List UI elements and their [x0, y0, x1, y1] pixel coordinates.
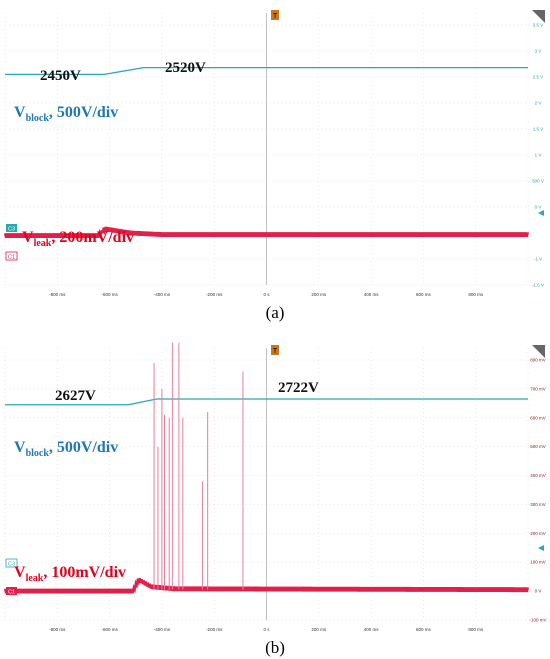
right-tick-label: 700 mV [530, 386, 546, 391]
right-tick-label: 3 V [535, 49, 542, 54]
grid-a [4, 13, 540, 286]
x-tick-label: 400 ms [364, 292, 380, 297]
trigger-marker-b: T [271, 345, 279, 355]
voltage-before-a: 2450V [40, 68, 81, 84]
right-ticks-a: 3.5 V 3 V 2.5 V 2 V 1.5 V 1 V 500 V 0 V -1 V -1.5… [532, 23, 544, 288]
x-tick-label: 400 ms [364, 627, 380, 632]
x-tick-label: -600 ms [101, 292, 118, 297]
series-a [3, 66, 530, 239]
channel-tag-block-b: C3 [5, 558, 18, 568]
voltage-after-b: 2722V [278, 380, 319, 396]
x-tick-label: 200 ms [311, 292, 327, 297]
caption-b: (b) [265, 638, 285, 657]
x-tick-label: 200 ms [311, 627, 327, 632]
channel-tag-block-a: C3 [6, 224, 17, 233]
right-tick-label: 100 mV [530, 560, 546, 565]
right-tick-label: 400 mV [530, 473, 546, 478]
caption-a: (a) [266, 303, 285, 322]
series-vleak-line [3, 226, 530, 239]
svg-text:C3: C3 [8, 227, 15, 233]
x-tick-label: -600 ms [101, 627, 118, 632]
x-tick-label: 0 s [263, 627, 270, 632]
x-ticks-a: -800 ms -600 ms -400 ms -200 ms 0 s 200 ms 400… [49, 292, 484, 297]
right-tick-label: -1.5 V [532, 283, 544, 288]
right-tick-label: -100 mV [529, 618, 546, 623]
right-tick-label: 3.5 V [533, 23, 544, 28]
vblock-label-b: Vblock, 500V/div [14, 439, 118, 459]
series-vblock-line [5, 66, 528, 76]
x-ticks-b: -800 ms -600 ms -400 ms -200 ms 0 s 200 ms 400… [49, 627, 484, 632]
svg-text:C3: C3 [8, 562, 15, 568]
offset-arrow-icon-b [538, 545, 544, 551]
panel-b: -800 ms -600 ms -400 ms -200 ms 0 s 200 ms 400… [3, 342, 547, 632]
right-ticks-b: 800 mV 700 mV 600 mV 500 mV 400 mV 300 mV 200 … [529, 358, 546, 623]
plot-area-a [5, 10, 545, 290]
x-tick-label: -800 ms [49, 292, 66, 297]
x-tick-label: 600 ms [416, 292, 432, 297]
offset-arrow-icon-a [538, 210, 544, 216]
series-vleak-line [3, 577, 530, 594]
x-tick-label: -800 ms [49, 627, 66, 632]
right-tick-label: 1 V [535, 153, 542, 158]
x-tick-label: 0 s [263, 292, 270, 297]
x-tick-label: 800 ms [468, 627, 484, 632]
x-tick-label: -200 ms [206, 292, 223, 297]
corner-icon-b [532, 345, 545, 358]
channel-tag-leak-b: C1 [6, 587, 17, 596]
series-vblock-line [5, 398, 528, 406]
svg-text:C1: C1 [8, 255, 15, 261]
corner-icon-a [532, 10, 545, 23]
x-tick-label: 600 ms [416, 627, 432, 632]
trigger-marker-label-b: T [273, 348, 278, 355]
x-tick-label: -400 ms [154, 627, 171, 632]
plot-area-b [5, 345, 545, 630]
grid-b [4, 348, 540, 621]
voltage-after-a: 2520V [165, 60, 206, 76]
series-b [3, 342, 530, 594]
x-tick-label: -400 ms [154, 292, 171, 297]
channel-tag-leak-a: C1 [5, 251, 18, 261]
right-tick-label: 800 mV [530, 358, 546, 363]
right-tick-label: 200 mV [530, 531, 546, 536]
right-tick-label: 0 V [535, 205, 542, 210]
svg-text:C1: C1 [8, 590, 15, 596]
right-tick-label: 500 V [532, 179, 544, 184]
right-tick-label: 2 V [535, 101, 542, 106]
x-tick-label: -200 ms [206, 627, 223, 632]
panel-a: -800 ms -600 ms -400 ms -200 ms 0 s 200 ms 400… [3, 10, 545, 297]
vblock-label-a: Vblock, 500V/div [14, 104, 118, 124]
right-tick-label: 2.5 V [533, 75, 544, 80]
voltage-before-b: 2627V [55, 388, 96, 404]
right-tick-label: 0 V [535, 589, 542, 594]
x-tick-label: 800 ms [468, 292, 484, 297]
right-tick-label: 600 mV [530, 415, 546, 420]
right-tick-label: 1.5 V [533, 127, 544, 132]
right-tick-label: 500 mV [530, 444, 546, 449]
trigger-marker-a: T [271, 10, 279, 20]
right-tick-label: -1 V [534, 257, 542, 262]
trigger-marker-label-a: T [273, 13, 278, 20]
right-tick-label: 300 mV [530, 502, 546, 507]
vleak-label-a: Vleak, 200mV/div [22, 229, 134, 249]
vleak-label-b: Vleak, 100mV/div [14, 564, 126, 584]
